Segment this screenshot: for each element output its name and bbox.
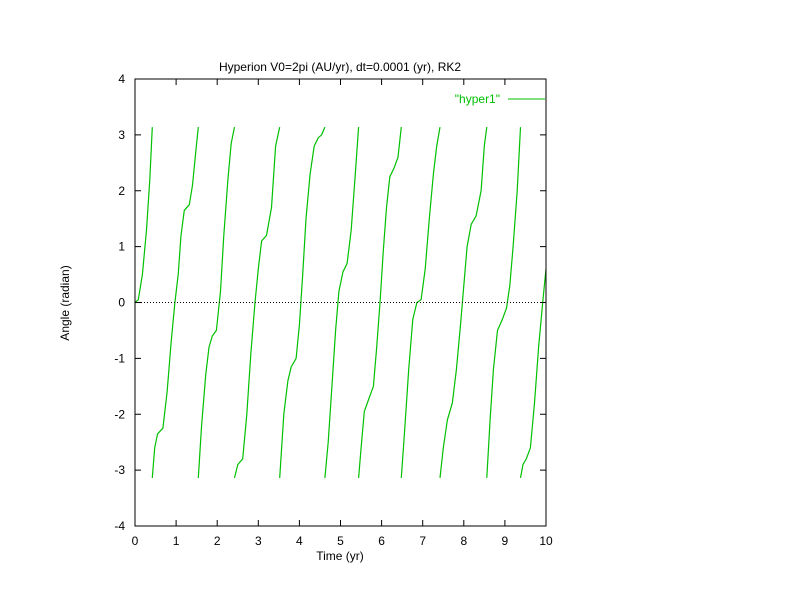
x-axis-label: Time (yr): [316, 549, 364, 563]
y-tick-label: 3: [118, 128, 125, 142]
series-line-segment: [233, 126, 281, 479]
y-tick-label: 0: [118, 296, 125, 310]
y-tick-label: -4: [114, 519, 125, 533]
x-tick-label: 4: [296, 534, 303, 548]
series-line-segment: [358, 127, 402, 478]
legend-label: "hyper1": [455, 92, 500, 106]
x-tick-label: 0: [132, 534, 139, 548]
x-tick-label: 8: [460, 534, 467, 548]
series-layer: [134, 126, 547, 479]
chart-title: Hyperion V0=2pi (AU/yr), dt=0.0001 (yr),…: [219, 60, 461, 74]
x-tick-label: 9: [502, 534, 509, 548]
x-tick-label: 6: [378, 534, 385, 548]
y-tick-label: -1: [114, 351, 125, 365]
y-tick-label: 1: [118, 240, 125, 254]
x-tick-label: 1: [173, 534, 180, 548]
x-tick-label: 3: [255, 534, 262, 548]
x-tick-label: 7: [419, 534, 426, 548]
series-line-segment: [151, 127, 199, 478]
y-tick-label: 2: [118, 184, 125, 198]
series-line-segment: [486, 127, 522, 478]
series-line-segment: [400, 126, 441, 478]
y-tick-label: -3: [114, 463, 125, 477]
series-hyper1: [134, 126, 547, 479]
series-line-segment: [134, 127, 153, 303]
series-line-segment: [439, 127, 488, 478]
y-tick-label: 4: [118, 72, 125, 86]
x-tick-label: 5: [337, 534, 344, 548]
series-line-segment: [279, 126, 326, 478]
series-line-segment: [324, 127, 360, 478]
series-line-segment: [197, 126, 236, 478]
x-tick-label: 2: [214, 534, 221, 548]
y-axis-label: Angle (radian): [58, 265, 72, 340]
y-tick-label: -2: [114, 407, 125, 421]
x-tick-label: 10: [539, 534, 553, 548]
legend: "hyper1": [455, 92, 545, 106]
series-line-segment: [519, 268, 547, 479]
